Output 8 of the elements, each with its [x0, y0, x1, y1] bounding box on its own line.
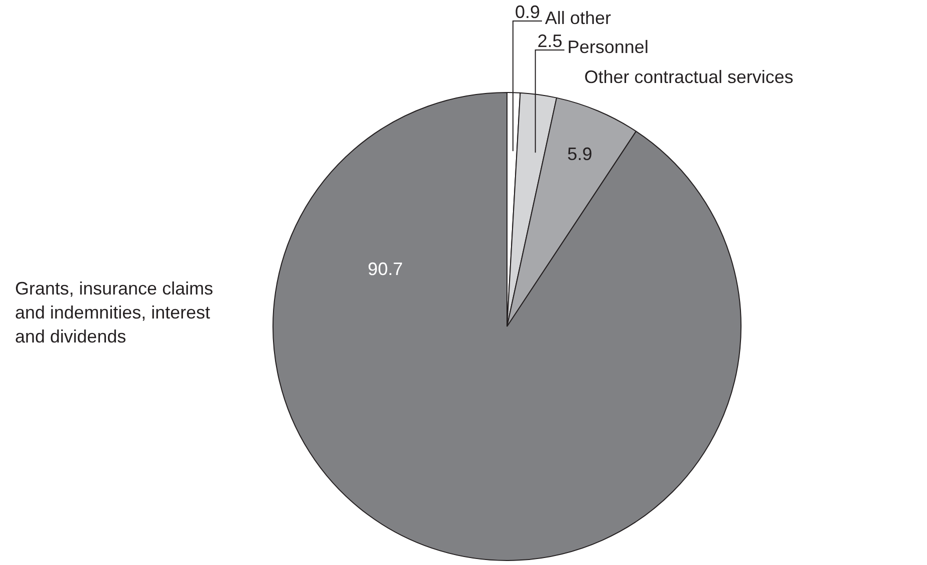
- data-label: 2.5: [537, 31, 562, 51]
- slice-label: All other: [544, 8, 612, 28]
- data-label: 90.7: [368, 259, 403, 280]
- slice-label: Other contractual services: [584, 66, 794, 87]
- data-label: 5.9: [567, 144, 592, 164]
- data-label: 0.9: [514, 2, 540, 22]
- slice-label: Grants, insurance claims and indemnities, interest and dividends: [15, 278, 214, 346]
- slice-label: Personnel: [567, 37, 648, 57]
